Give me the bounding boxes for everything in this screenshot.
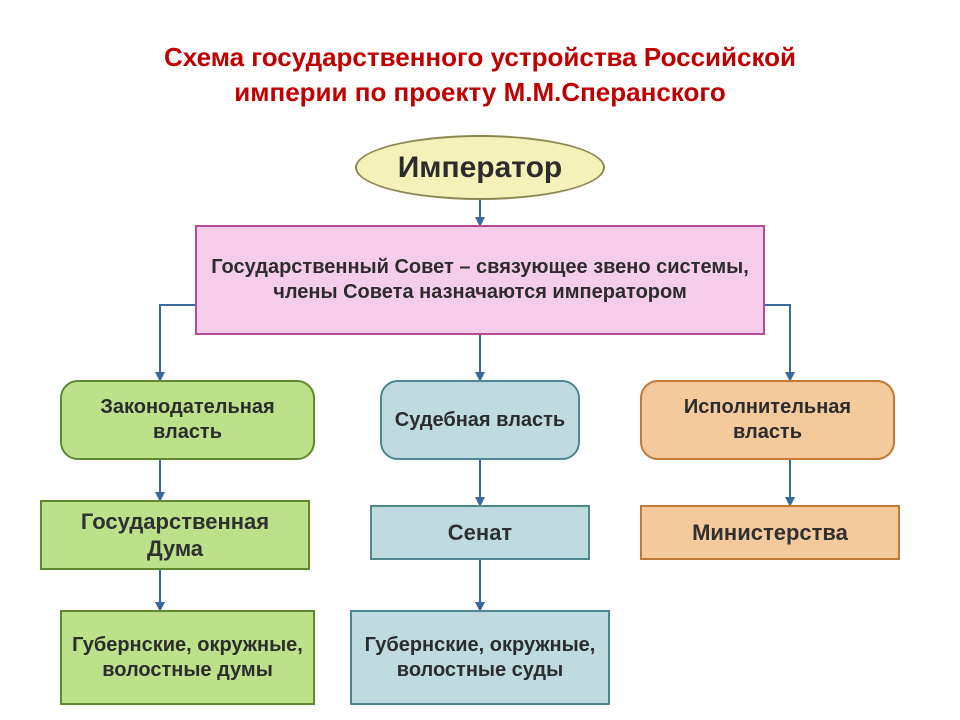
node-senate-label: Сенат bbox=[448, 519, 512, 547]
node-judicial: Судебная власть bbox=[380, 380, 580, 460]
node-council-label: Государственный Совет – связующее звено … bbox=[207, 255, 753, 305]
node-emperor-label: Император bbox=[398, 149, 563, 187]
node-council: Государственный Совет – связующее звено … bbox=[195, 225, 765, 335]
title-line2: империи по проекту М.М.Сперанского bbox=[0, 75, 960, 110]
node-senate: Сенат bbox=[370, 505, 590, 560]
node-emperor: Император bbox=[355, 135, 605, 200]
node-duma: Государственная Дума bbox=[40, 500, 310, 570]
node-gub-dumy-label: Губернские, окружные, волостные думы bbox=[72, 633, 303, 683]
node-legislative-label: Законодательная власть bbox=[72, 395, 303, 445]
title-line1: Схема государственного устройства Россий… bbox=[0, 40, 960, 75]
node-gub-sudy-label: Губернские, окружные, волостные суды bbox=[362, 633, 598, 683]
diagram-title: Схема государственного устройства Россий… bbox=[0, 40, 960, 110]
node-gub-sudy: Губернские, окружные, волостные суды bbox=[350, 610, 610, 705]
node-executive-label: Исполнительная власть bbox=[652, 395, 883, 445]
node-duma-label: Государственная Дума bbox=[52, 508, 298, 563]
node-executive: Исполнительная власть bbox=[640, 380, 895, 460]
node-judicial-label: Судебная власть bbox=[395, 408, 565, 433]
node-legislative: Законодательная власть bbox=[60, 380, 315, 460]
diagram-stage: Схема государственного устройства Россий… bbox=[0, 0, 960, 720]
node-ministries-label: Министерства bbox=[692, 519, 848, 547]
node-ministries: Министерства bbox=[640, 505, 900, 560]
node-gub-dumy: Губернские, окружные, волостные думы bbox=[60, 610, 315, 705]
